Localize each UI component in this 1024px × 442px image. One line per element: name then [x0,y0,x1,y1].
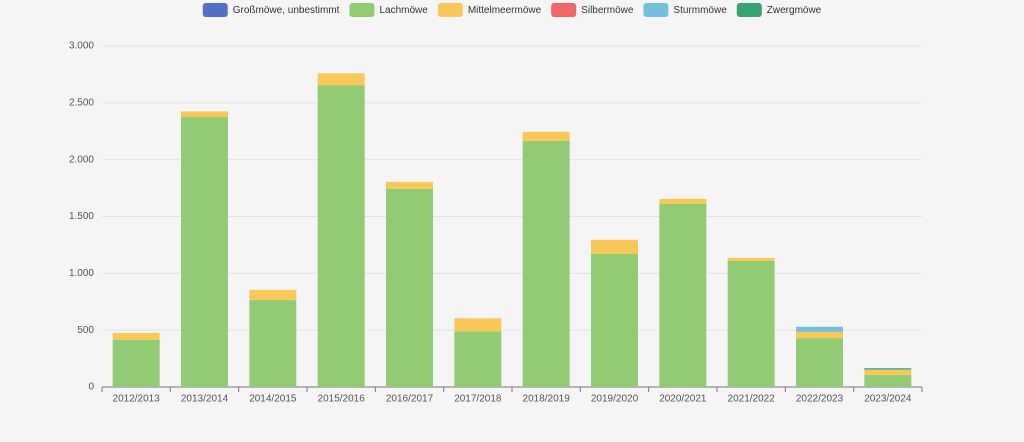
x-tick-label: 2018/2019 [523,394,571,405]
legend-swatch[interactable] [736,3,762,17]
y-tick-label: 3.000 [69,41,94,52]
bar-segment [112,333,160,340]
bar-segment [796,326,843,332]
x-tick-label: 2019/2020 [591,394,639,405]
y-tick-label: 1.500 [69,211,94,222]
y-tick-label: 2.500 [69,97,94,108]
bar-segment [864,369,912,376]
legend-label[interactable]: Großmöwe, unbestimmt [233,5,340,16]
x-tick-label: 2022/2023 [796,394,844,405]
legend-label[interactable]: Zwergmöwe [767,5,822,16]
bar-segment [796,338,843,387]
bar-segment [454,331,502,387]
y-tick-label: 2.000 [69,154,94,165]
bar-segment [317,85,365,387]
x-tick-label: 2012/2013 [113,394,161,405]
bar-segment [727,257,775,261]
bar-segment [112,339,160,387]
y-tick-label: 0 [88,382,94,393]
bar-segment [181,111,228,118]
bar-segment [864,375,912,387]
x-tick-label: 2014/2015 [249,394,297,405]
x-tick-label: 2023/2024 [864,394,912,405]
legend-label[interactable]: Lachmöwe [379,5,428,16]
bar-segment [386,181,433,189]
legend-label[interactable]: Silbermöwe [581,5,634,16]
x-tick-label: 2021/2022 [728,394,776,405]
bar-segment [249,289,297,301]
legend-swatch[interactable] [349,3,375,17]
y-tick-label: 1.000 [69,268,94,279]
x-tick-label: 2015/2016 [318,394,366,405]
bar-segment [864,369,912,370]
legend-swatch[interactable] [437,3,463,17]
bar-segment [864,368,912,370]
bar-segment [454,318,502,332]
x-tick-label: 2020/2021 [659,394,707,405]
bar-segment [522,131,570,141]
legend-swatch[interactable] [202,3,228,17]
y-tick-label: 500 [77,325,94,336]
legend-swatch[interactable] [551,3,577,17]
bar-segment [591,254,638,387]
legend-label[interactable]: Mittelmeermöwe [468,5,542,16]
bar-segment [181,117,228,388]
bar-segment [591,239,638,255]
bar-segment [317,73,365,86]
bar-segment [796,331,843,339]
x-tick-label: 2016/2017 [386,394,434,405]
bar-segment [659,198,707,204]
legend-label[interactable]: Sturmmöwe [673,5,727,16]
bar-segment [386,188,433,387]
bar-segment [659,203,707,387]
bar-segment [727,260,775,387]
x-tick-label: 2017/2018 [454,394,502,405]
x-tick-label: 2013/2014 [181,394,229,405]
bar-segment [249,300,297,387]
legend-swatch[interactable] [643,3,669,17]
bar-segment [522,140,570,387]
